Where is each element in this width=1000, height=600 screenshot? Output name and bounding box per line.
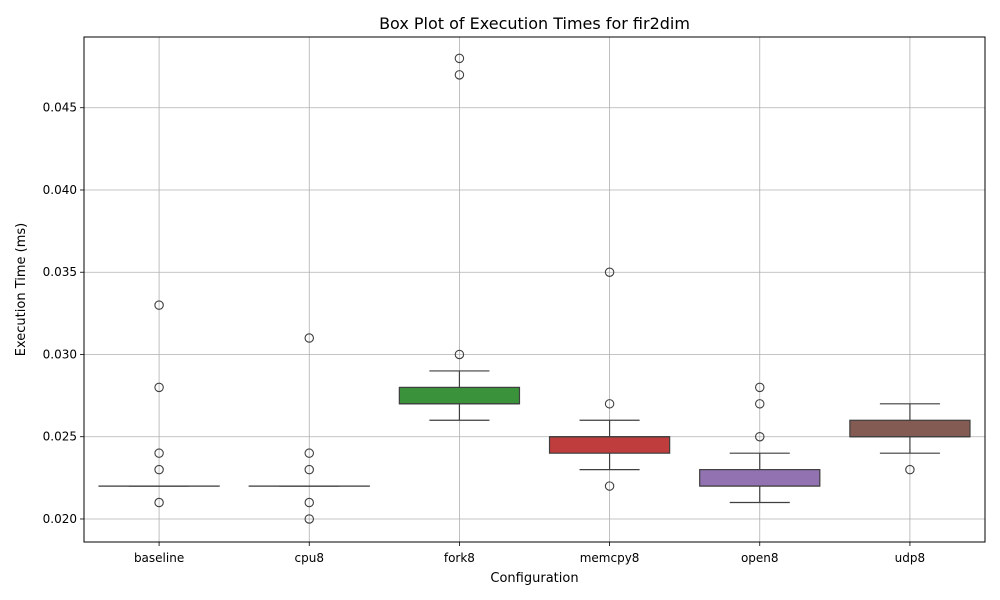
plot-frame [83,36,986,543]
box-baseline [98,300,220,508]
y-tick-label: 0.040 [43,183,77,197]
outlier-point [154,497,164,508]
chart-title: Box Plot of Execution Times for fir2dim [379,14,690,33]
y-tick-label: 0.020 [43,512,77,526]
x-tick-label: memcpy8 [580,551,640,565]
x-tick-label: udp8 [895,551,925,565]
iqr-box [548,436,671,454]
iqr-box [849,419,971,438]
outlier-point [304,333,314,343]
outlier-point [154,448,164,458]
outlier-point [905,464,915,475]
y-tick-label: 0.035 [43,265,77,279]
boxes [98,53,971,524]
x-tick-label: fork8 [444,551,475,565]
grid-lines [84,37,985,542]
y-tick-labels: 0.020 0.025 0.030 0.035 0.040 0.045 [43,101,84,526]
outlier-point [754,382,765,393]
outlier-point [154,464,164,475]
outlier-point [604,481,615,491]
x-tick-label: cpu8 [295,551,324,565]
box-cpu8 [248,333,370,524]
outlier-point [754,431,765,442]
outlier-point [454,70,465,80]
outlier-point [604,399,615,409]
box-fork8 [398,53,521,421]
outlier-point [454,349,465,360]
iqr-box [699,469,821,487]
box-memcpy8 [548,267,671,491]
x-tick-label: open8 [741,551,779,565]
x-tick-label: baseline [134,551,184,565]
outlier-point [754,399,765,409]
outlier-point [454,53,465,64]
outlier-point [304,514,314,524]
outlier-point [304,497,314,508]
box-open8 [699,382,821,504]
box-udp8 [849,403,971,475]
x-tick-labels: baseline cpu8 fork8 memcpy8 open8 udp8 [134,542,925,565]
y-tick-label: 0.045 [43,101,77,115]
outlier-point [154,382,164,393]
outlier-point [604,267,615,277]
y-tick-label: 0.030 [43,347,77,361]
outlier-point [154,300,164,310]
outlier-point [304,448,314,458]
y-tick-label: 0.025 [43,430,77,444]
y-axis-label: Execution Time (ms) [14,223,29,356]
iqr-box [398,386,521,405]
outlier-point [304,464,314,475]
x-axis-label: Configuration [490,571,578,586]
